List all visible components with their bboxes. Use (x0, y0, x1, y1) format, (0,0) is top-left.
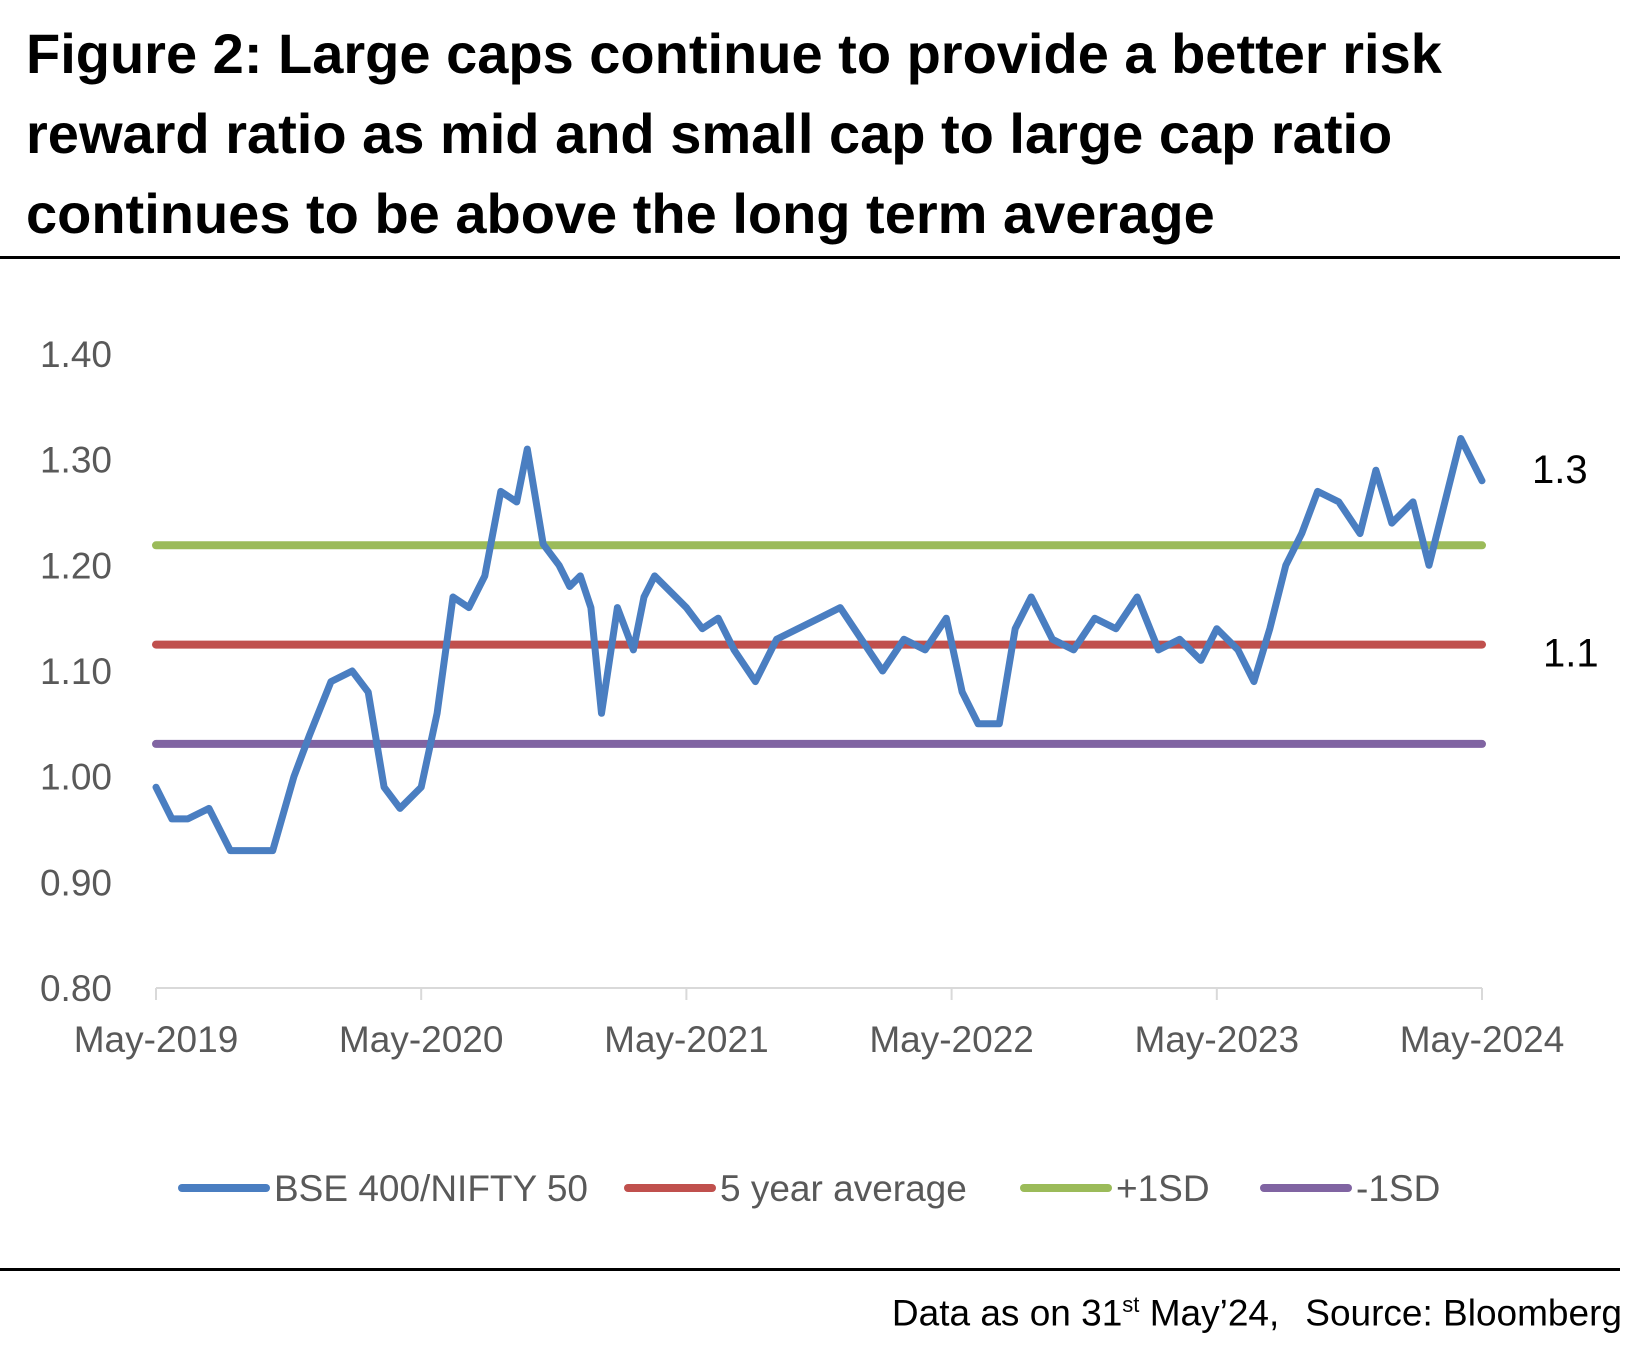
x-tick-label: May-2020 (339, 1019, 504, 1060)
y-tick-label: 1.00 (40, 757, 112, 798)
top-divider (0, 256, 1620, 259)
x-tick-label: May-2019 (74, 1019, 239, 1060)
data-date-ordinal: st (1122, 1292, 1140, 1317)
legend-item-ratio: BSE 400/NIFTY 50 (178, 1168, 588, 1209)
legend-label: -1SD (1356, 1168, 1440, 1209)
plot-area: 1.40 1.30 1.20 1.10 1.00 0.90 0.80 May-2019 May-… (40, 334, 1599, 1060)
x-tick-label: May-2021 (604, 1019, 769, 1060)
data-date-prefix: Data as on 31 (891, 1292, 1123, 1334)
legend-item-plus-sd: +1SD (1020, 1168, 1210, 1209)
y-tick-label: 0.90 (40, 862, 112, 903)
end-label-ratio: 1.3 (1532, 448, 1588, 492)
legend-label: +1SD (1116, 1168, 1210, 1209)
x-tick-label: May-2024 (1400, 1019, 1565, 1060)
legend-item-average: 5 year average (624, 1168, 967, 1209)
footer-note: Data as on 31st May’24, Source: Bloomberg (892, 1292, 1622, 1334)
y-tick-label: 1.10 (40, 651, 112, 692)
legend-item-minus-sd: -1SD (1260, 1168, 1440, 1209)
y-tick-label: 1.20 (40, 545, 112, 586)
end-label-average: 1.1 (1543, 632, 1599, 676)
y-tick-label: 1.40 (40, 334, 112, 375)
bottom-divider (0, 1268, 1620, 1271)
source-note: Source: Bloomberg (1305, 1292, 1622, 1334)
chart: 1.40 1.30 1.20 1.10 1.00 0.90 0.80 May-2019 May-… (40, 334, 1599, 1209)
ratio-series-line (152, 435, 1486, 855)
legend-label: BSE 400/NIFTY 50 (274, 1168, 588, 1209)
y-tick-label: 0.80 (40, 968, 112, 1009)
x-tick-label: May-2023 (1135, 1019, 1300, 1060)
x-tick-label: May-2022 (869, 1019, 1034, 1060)
y-tick-label: 1.30 (40, 440, 112, 481)
legend: BSE 400/NIFTY 50 5 year average +1SD -1SD (178, 1168, 1440, 1209)
legend-label: 5 year average (720, 1168, 967, 1209)
chart-title: Figure 2: Large caps continue to provide… (26, 22, 1442, 245)
data-date-suffix: May’24, (1139, 1292, 1280, 1334)
